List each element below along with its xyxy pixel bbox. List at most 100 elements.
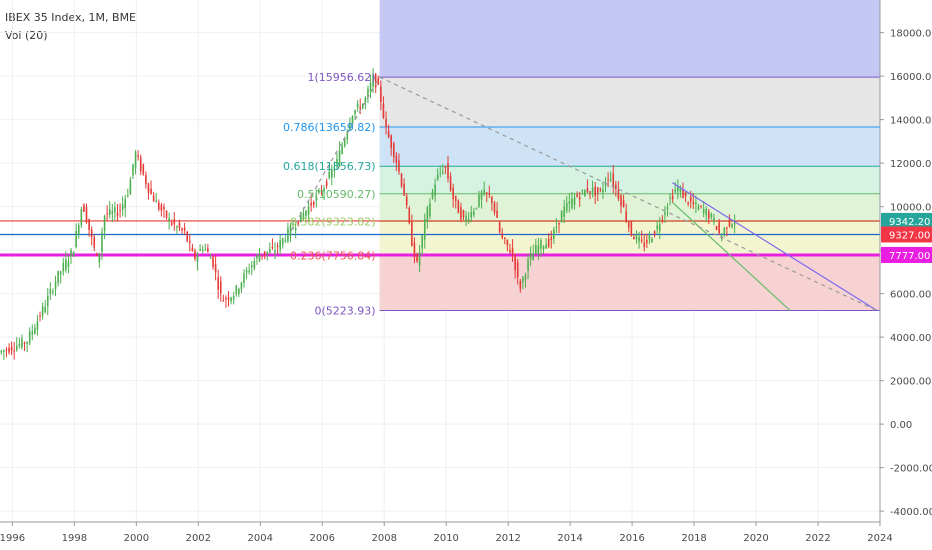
fib-label-4: 0.382(9323.82) [290,215,376,228]
fib-zone-1 [379,127,880,167]
candle-body [230,297,232,302]
candle-body [522,277,524,283]
candle-body [72,251,75,257]
candle-body [331,169,333,178]
candle-body [178,222,181,229]
candle-body [382,103,385,118]
candle-body [248,270,250,273]
candle-body [181,228,183,231]
candle-body [547,239,550,247]
candle-body [354,110,356,115]
candle-body [349,123,351,130]
candle-body [491,196,493,203]
candle-body [519,280,522,289]
candle-body [661,219,664,221]
candle-body [496,210,498,218]
candle-body [568,201,571,204]
candle-body [733,223,736,225]
fib-label-1: 0.786(13659.82) [283,121,376,134]
candle-body [480,192,483,200]
candle-body [514,254,516,271]
candle-body [269,249,271,253]
candle-body [555,226,558,228]
x-tick-label-14: 2024 [867,533,892,544]
x-tick-label-9: 2014 [557,533,582,544]
fibonacci-zones [379,0,880,311]
candle-body [630,221,633,236]
candle-body [111,211,114,214]
candle-body [46,295,49,307]
y-tick-label-0: 18000.00 [890,29,932,40]
candle-body [52,291,54,293]
candle-body [558,222,560,225]
symbol-legend[interactable]: IBEX 35 Index, 1M, BME [5,11,137,24]
candle-body [235,285,238,294]
candle-body [584,190,586,197]
candle-body [457,200,460,214]
candle-body [658,224,661,231]
candle-body [83,204,85,212]
candle-body [276,245,279,248]
fib-zone-5 [379,255,880,311]
candle-body [444,166,447,168]
candle-body [501,232,504,238]
candle-body [591,188,594,193]
candle-body [305,210,307,216]
candle-body [545,244,547,249]
candle-body [300,211,302,223]
candle-body [534,244,537,254]
candle-body [411,222,413,246]
candle-body [214,263,217,273]
candle-body [475,207,478,209]
x-tick-label-5: 2006 [310,533,335,544]
x-tick-label-10: 2016 [619,533,644,544]
candle-body [434,184,436,196]
fib-label-6: 0(5223.93) [314,305,375,318]
candle-body [527,259,529,271]
candle-body [423,219,426,240]
candle-body [408,207,411,224]
candle-body [134,152,137,168]
candle-body [493,202,496,213]
y-tick-label-1: 16000.00 [890,72,932,83]
candle-body [560,211,563,223]
candle-body [163,206,165,210]
candle-body [137,155,139,157]
candle-body [478,194,480,207]
candle-body [80,209,83,226]
candle-body [21,338,23,348]
candle-body [436,174,439,180]
candle-body [67,261,70,267]
candle-body [356,103,359,108]
candle-body [403,183,405,196]
candle-body [132,164,134,176]
candle-body [664,212,666,215]
trendline-1 [671,201,791,311]
candle-body [596,187,599,194]
candle-body [13,350,16,352]
candle-body [346,131,349,140]
candle-body [90,229,93,237]
candle-body [225,298,227,300]
x-tick-label-1: 1998 [62,533,87,544]
y-tick-label-3: 12000.00 [890,159,932,170]
candle-body [96,253,98,256]
x-tick-label-3: 2002 [186,533,211,544]
candle-body [635,235,638,240]
candle-body [367,88,369,98]
candle-body [281,238,284,245]
candle-body [452,188,454,200]
candle-body [31,331,34,335]
candle-body [77,225,80,235]
candle-body [377,77,380,85]
candle-body [578,197,581,200]
candle-body [65,259,67,271]
candle-body [26,341,28,344]
trendline-2 [379,76,878,312]
candle-body [460,207,462,220]
candle-body [390,135,392,149]
candle-body [10,346,13,351]
candle-body [59,271,62,275]
candle-body [127,195,129,197]
